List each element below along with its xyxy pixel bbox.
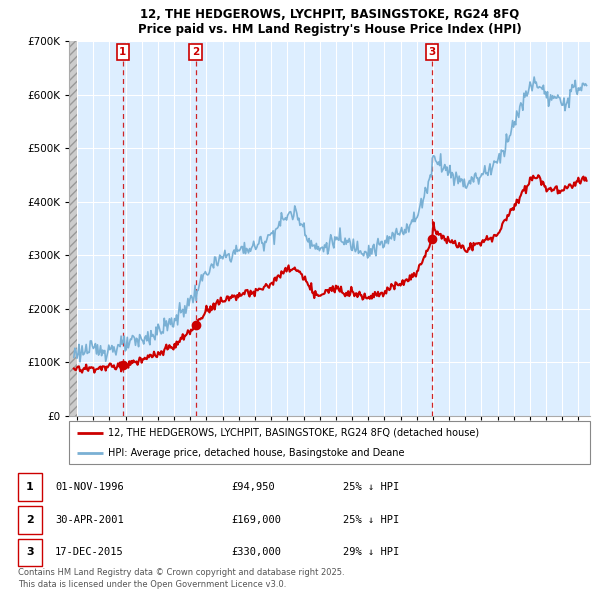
Text: £330,000: £330,000 — [231, 548, 281, 558]
Text: 12, THE HEDGEROWS, LYCHPIT, BASINGSTOKE, RG24 8FQ (detached house): 12, THE HEDGEROWS, LYCHPIT, BASINGSTOKE,… — [108, 428, 479, 438]
Text: £94,950: £94,950 — [231, 482, 275, 492]
Text: 1: 1 — [119, 47, 127, 57]
Text: 2: 2 — [26, 515, 34, 525]
Text: 2: 2 — [192, 47, 199, 57]
Text: 30-APR-2001: 30-APR-2001 — [55, 515, 124, 525]
Text: 25% ↓ HPI: 25% ↓ HPI — [343, 515, 400, 525]
Text: £169,000: £169,000 — [231, 515, 281, 525]
FancyBboxPatch shape — [69, 421, 590, 464]
Text: HPI: Average price, detached house, Basingstoke and Deane: HPI: Average price, detached house, Basi… — [108, 448, 404, 458]
Text: 3: 3 — [26, 548, 34, 558]
Text: 1: 1 — [26, 482, 34, 492]
FancyBboxPatch shape — [18, 539, 42, 566]
Text: 29% ↓ HPI: 29% ↓ HPI — [343, 548, 400, 558]
Text: 3: 3 — [428, 47, 436, 57]
Title: 12, THE HEDGEROWS, LYCHPIT, BASINGSTOKE, RG24 8FQ
Price paid vs. HM Land Registr: 12, THE HEDGEROWS, LYCHPIT, BASINGSTOKE,… — [137, 8, 521, 36]
FancyBboxPatch shape — [18, 473, 42, 501]
Text: Contains HM Land Registry data © Crown copyright and database right 2025.
This d: Contains HM Land Registry data © Crown c… — [18, 568, 344, 589]
FancyBboxPatch shape — [18, 506, 42, 534]
Bar — [69, 41, 77, 416]
Text: 25% ↓ HPI: 25% ↓ HPI — [343, 482, 400, 492]
Text: 17-DEC-2015: 17-DEC-2015 — [55, 548, 124, 558]
Text: 01-NOV-1996: 01-NOV-1996 — [55, 482, 124, 492]
